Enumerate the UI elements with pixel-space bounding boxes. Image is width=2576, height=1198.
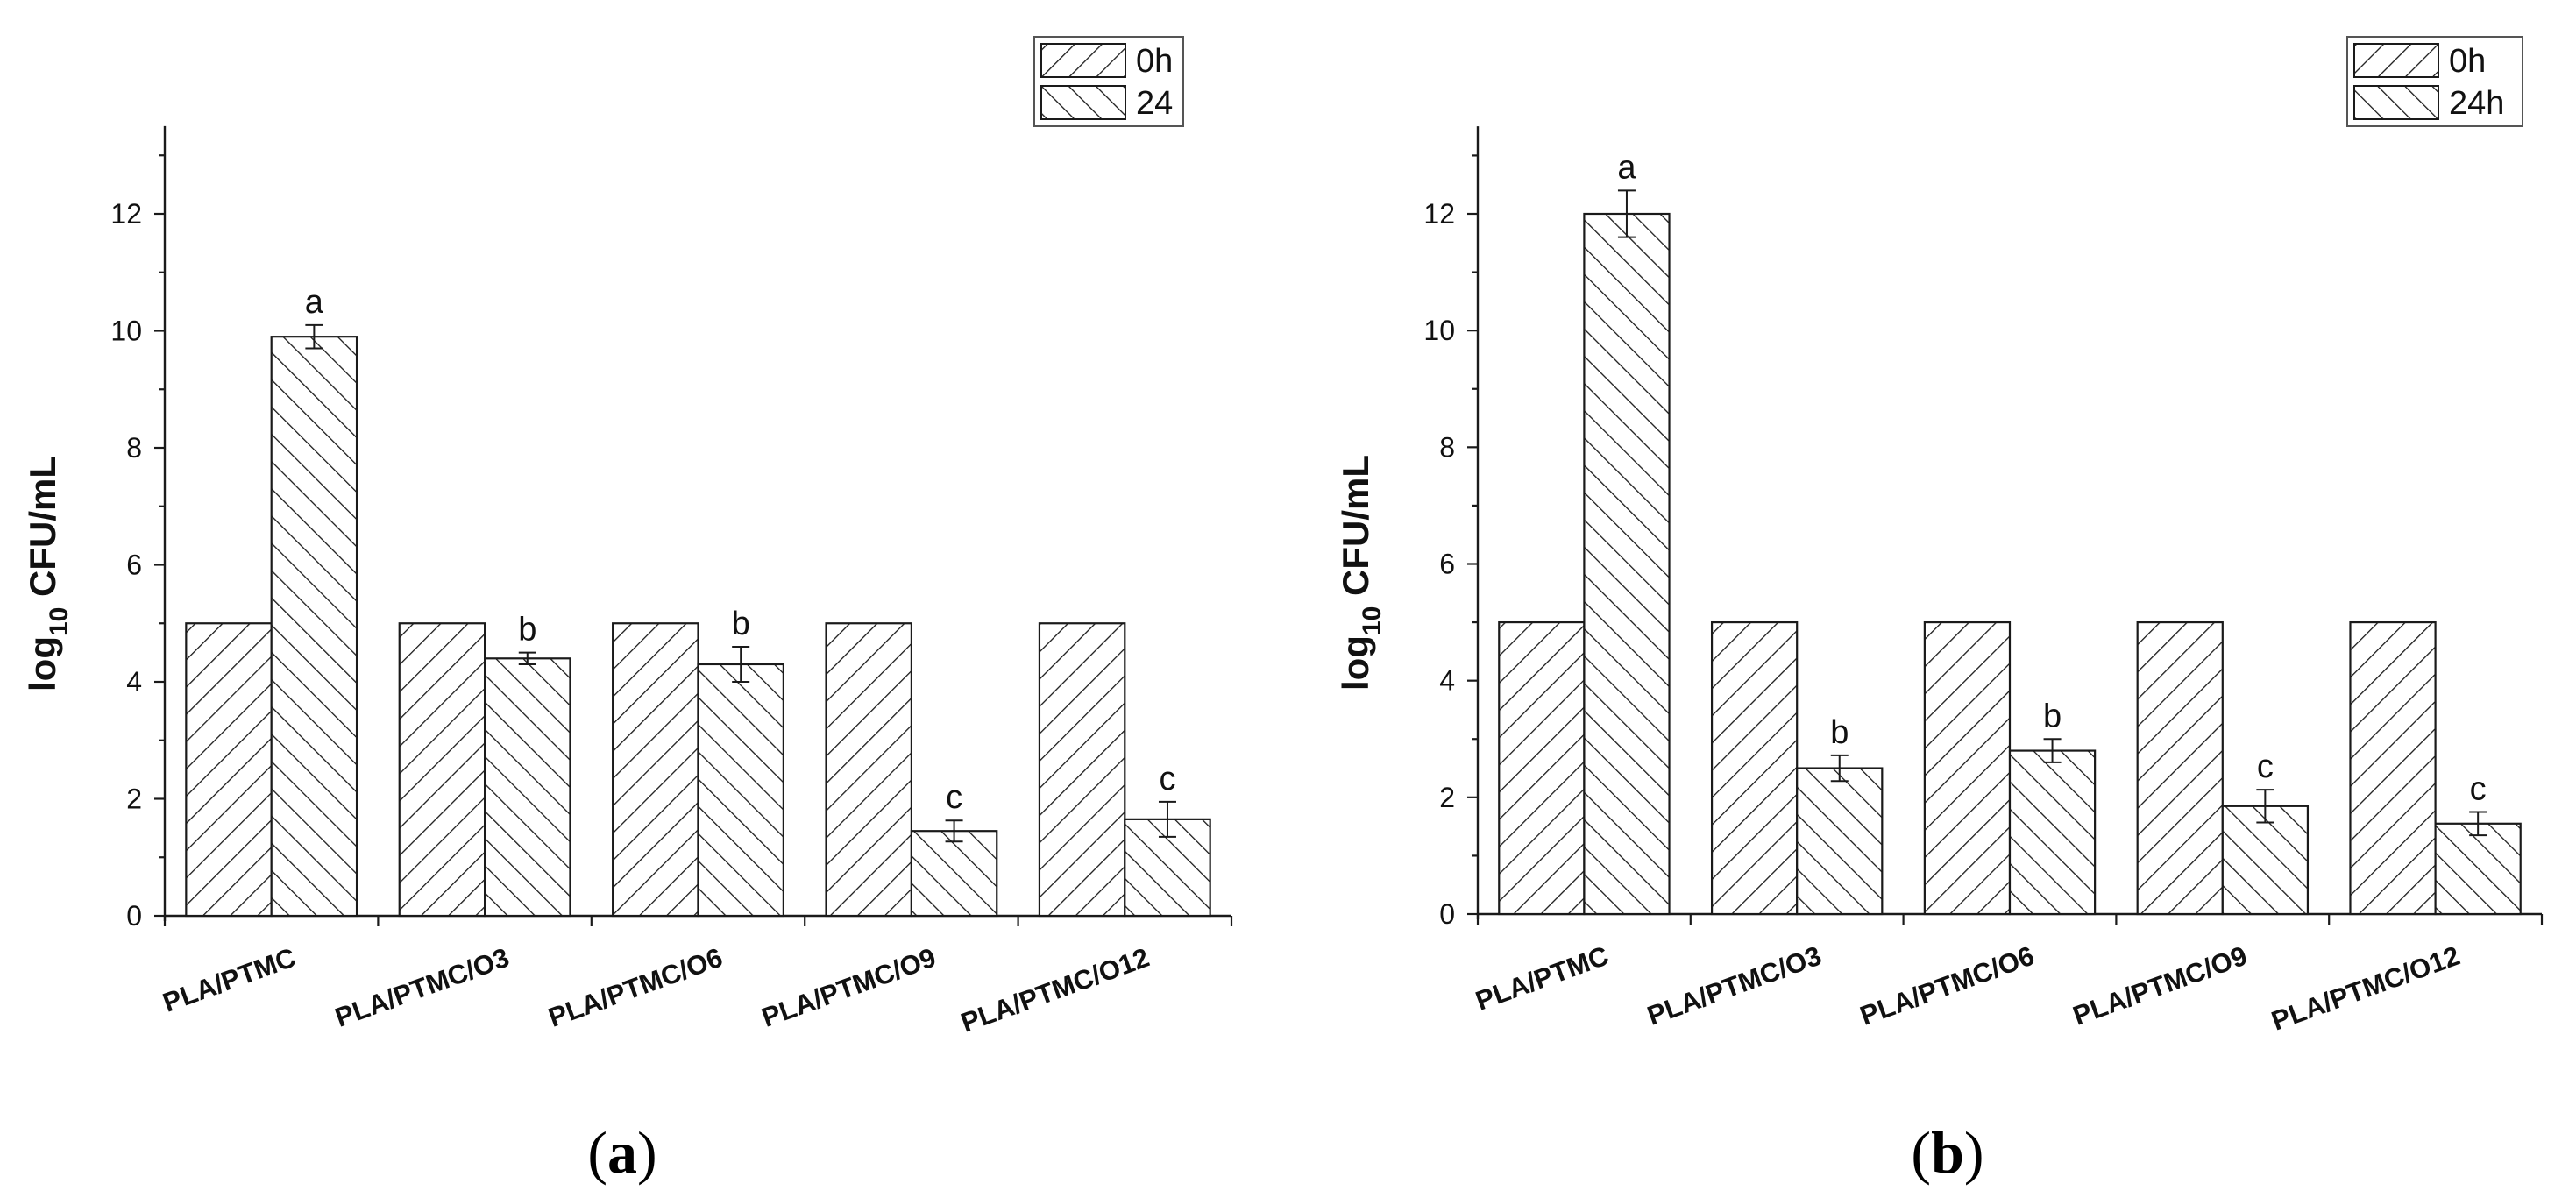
y-axis-title: log10 CFU/mL: [22, 456, 74, 691]
bar-series1: [612, 622, 699, 918]
bar-series2: [2008, 749, 2097, 916]
significance-letter: b: [1830, 714, 1849, 751]
legend-swatch: [1040, 85, 1126, 120]
panel-caption-open-paren: (: [1911, 1119, 1931, 1186]
x-category-label: PLA/PTMC/O9: [757, 942, 940, 1033]
bar-series2: [2221, 805, 2310, 916]
legend-swatch: [2353, 85, 2439, 120]
significance-letter: b: [732, 606, 750, 642]
y-tick-label: 8: [126, 432, 142, 464]
x-category-label: PLA/PTMC/O12: [957, 942, 1153, 1039]
legend-label: 24h: [2449, 85, 2504, 122]
x-category-label: PLA/PTMC/O3: [331, 942, 514, 1033]
x-category-label: PLA/PTMC: [1472, 940, 1613, 1017]
y-tick-label: 12: [110, 198, 142, 230]
y-tick-label: 10: [110, 315, 142, 347]
bar-series1: [1923, 620, 2012, 916]
y-tick-label: 0: [126, 900, 142, 932]
bar-series1: [2349, 620, 2437, 916]
x-category-label: PLA/PTMC/O6: [1856, 940, 2039, 1031]
y-axis-title-subscript: 10: [1358, 606, 1387, 635]
y-tick-label: 6: [126, 549, 142, 581]
panel-caption: (a): [587, 1119, 656, 1186]
legend-label: 0h: [1136, 43, 1173, 80]
bar-series2: [1796, 767, 1884, 916]
y-axis-title-main: log: [22, 636, 63, 691]
y-axis-title-unit: CFU/mL: [22, 456, 63, 607]
y-axis-title-main: log: [1335, 635, 1376, 691]
x-category-label: PLA/PTMC: [159, 942, 300, 1018]
significance-letter: a: [305, 284, 324, 321]
significance-letter: b: [2043, 698, 2062, 734]
legend-label: 0h: [2449, 43, 2486, 80]
y-axis-title-subscript: 10: [45, 607, 74, 636]
significance-letter: c: [2257, 748, 2274, 785]
panel-caption-letter: b: [1931, 1119, 1964, 1186]
panel-caption: (b): [1911, 1119, 1983, 1186]
panel-caption-close-paren: ): [1964, 1119, 1984, 1186]
x-category-label: PLA/PTMC/O9: [2069, 940, 2251, 1031]
legend-label: 24: [1136, 85, 1173, 122]
y-tick-label: 8: [1439, 431, 1455, 463]
significance-letter: b: [518, 612, 536, 649]
bar-series2: [270, 336, 358, 918]
panel-caption-letter: a: [607, 1119, 637, 1186]
bar-series1: [2136, 620, 2224, 916]
y-tick-label: 4: [1439, 665, 1455, 697]
x-category-label: PLA/PTMC/O6: [544, 942, 727, 1033]
bar-series1: [1038, 622, 1126, 918]
significance-letter: c: [2470, 770, 2487, 807]
legend-swatch: [2353, 43, 2439, 78]
significance-letter: a: [1617, 149, 1636, 186]
panel-caption-close-paren: ): [637, 1119, 657, 1186]
bar-series1: [825, 622, 912, 918]
y-tick-label: 6: [1439, 549, 1455, 580]
significance-letter: c: [1159, 761, 1175, 797]
y-tick-label: 4: [126, 666, 142, 698]
y-tick-label: 2: [1439, 782, 1455, 813]
bar-series1: [1710, 620, 1799, 916]
bar-series2: [483, 657, 571, 918]
y-axis-title-unit: CFU/mL: [1335, 455, 1376, 606]
bar-series2: [910, 830, 998, 918]
bar-series1: [185, 622, 273, 918]
bar-series1: [1498, 620, 1586, 916]
y-tick-label: 10: [1423, 315, 1455, 346]
y-axis-title: log10 CFU/mL: [1335, 455, 1387, 691]
y-tick-label: 2: [126, 783, 142, 815]
x-category-label: PLA/PTMC/O3: [1643, 940, 1826, 1031]
y-tick-label: 12: [1423, 198, 1455, 230]
legend-swatch: [1040, 43, 1126, 78]
significance-letter: c: [946, 779, 962, 816]
bar-series2: [1583, 212, 1671, 916]
bar-series1: [398, 622, 486, 918]
bar-series2: [697, 663, 784, 918]
panel-caption-open-paren: (: [587, 1119, 607, 1186]
x-category-label: PLA/PTMC/O12: [2267, 940, 2464, 1037]
y-tick-label: 0: [1439, 898, 1455, 930]
bar-series2: [2434, 822, 2522, 916]
